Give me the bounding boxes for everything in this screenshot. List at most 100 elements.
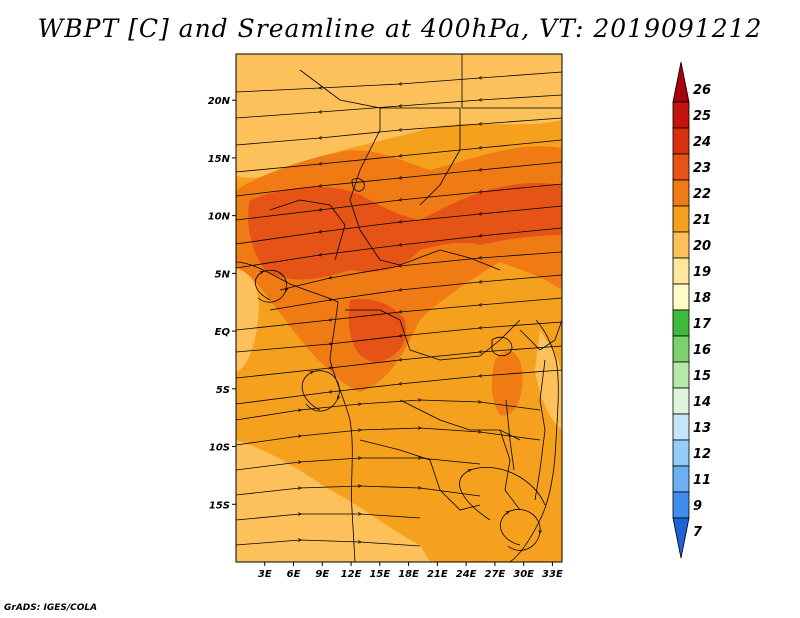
- streamline: [236, 71, 562, 93]
- colorbar-segment: [672, 309, 690, 337]
- colorbar-segment: [672, 465, 690, 493]
- border: [299, 69, 381, 231]
- border: [409, 319, 521, 361]
- streamline: [236, 161, 562, 197]
- streamline-eddy: [499, 509, 540, 551]
- colorbar-label: 14: [693, 395, 711, 410]
- chart-title: WBPT [C] and Sreamline at 400hPa, VT: 20…: [37, 14, 763, 43]
- colorbar-segment: [672, 205, 690, 233]
- colorbar-label: 13: [693, 421, 711, 436]
- colorbar-top-triangle: [672, 61, 690, 103]
- colorbar-label: 9: [693, 499, 702, 514]
- coastline: [509, 319, 559, 562]
- colorbar-label: 24: [693, 135, 711, 150]
- colorbar-label: 15: [693, 369, 711, 384]
- lon-tick-label: 12E: [341, 569, 362, 580]
- border: [380, 107, 461, 206]
- lat-tick-label: 15N: [208, 154, 231, 165]
- lon-tick-label: 27E: [485, 569, 506, 580]
- map-axes: 20N 15N 10N 5N EQ 5S 10S 15S 3E 6E 9E 12E 15E 18E 21E 2…: [208, 96, 563, 580]
- border: [519, 319, 562, 351]
- lat-tick-label: 20N: [208, 96, 231, 107]
- streamline: [236, 486, 481, 497]
- country-borders: [236, 54, 562, 562]
- colorbar-segment: [672, 283, 690, 311]
- border: [345, 309, 411, 351]
- lake-outline: [505, 399, 515, 471]
- lon-tick-label: 33E: [542, 569, 563, 580]
- lon-tick-label: 30E: [513, 569, 534, 580]
- coastline: [236, 261, 356, 562]
- colorbar-segment: [672, 361, 690, 389]
- streamline: [236, 514, 421, 521]
- lon-tick-label: 21E: [427, 569, 448, 580]
- colorbar-label: 16: [693, 343, 711, 358]
- border: [269, 199, 346, 261]
- streamline: [236, 321, 562, 353]
- streamline: [236, 139, 562, 173]
- wbpt-20-southeast: [535, 330, 562, 430]
- wbpt-20-west-coast: [236, 260, 259, 372]
- lon-tick-label: 6E: [287, 569, 301, 580]
- streamline-eddy: [254, 269, 286, 303]
- border: [359, 229, 501, 271]
- streamline: [236, 345, 562, 379]
- map-frame: [235, 53, 563, 563]
- streamline: [236, 183, 562, 221]
- lon-tick-label: 24E: [456, 569, 477, 580]
- colorbar-segment: [672, 439, 690, 467]
- colorbar-segment: [672, 387, 690, 415]
- colorbar-label: 11: [693, 473, 711, 488]
- streamlines: [236, 71, 562, 551]
- colorbar-segment: [672, 335, 690, 363]
- map-panel: [235, 53, 563, 563]
- lon-tick-label: 15E: [369, 569, 390, 580]
- streamline: [236, 369, 562, 405]
- grads-credit: GrADS: IGES/COLA: [4, 603, 98, 613]
- colorbar-label: 23: [693, 161, 711, 176]
- colorbar-label: 26: [693, 83, 711, 98]
- streamline: [236, 205, 562, 245]
- streamline: [269, 274, 562, 311]
- colorbar-label: 20: [693, 239, 711, 254]
- streamline: [236, 297, 562, 331]
- colorbar: 26 25 24 23 22 21 20 19 18 17 16 15 14 13 12 11 9 7: [672, 61, 712, 559]
- colorbar-label: 7: [693, 525, 703, 540]
- streamline: [236, 458, 481, 471]
- lake-outline: [491, 336, 513, 357]
- wbpt-20-southwest: [236, 440, 430, 562]
- lat-tick-label: 5S: [216, 385, 230, 396]
- lat-tick-label: 15S: [209, 500, 230, 511]
- colorbar-label: 19: [693, 265, 711, 280]
- colorbar-segment: [672, 127, 690, 155]
- border: [461, 54, 562, 109]
- streamline: [236, 400, 541, 421]
- colorbar-bottom-triangle: [672, 517, 690, 559]
- lat-tick-label: EQ: [215, 327, 231, 338]
- streamline: [236, 117, 562, 146]
- colorbar-segment: [672, 179, 690, 207]
- colorbar-segment: [672, 231, 690, 259]
- border: [399, 399, 521, 441]
- colorbar-segment: [672, 101, 690, 129]
- colorbar-label: 12: [693, 447, 711, 462]
- colorbar-label: 21: [693, 213, 711, 228]
- streamline: [236, 94, 562, 119]
- lon-tick-label: 9E: [315, 569, 329, 580]
- wbpt-22-lobe-east: [491, 351, 523, 416]
- colorbar-label: 18: [693, 291, 711, 306]
- colorbar-label: 25: [693, 109, 711, 124]
- streamline-eddy: [459, 467, 546, 521]
- lat-tick-label: 10S: [209, 443, 230, 454]
- colorbar-segment: [672, 491, 690, 519]
- streamline: [236, 227, 562, 269]
- lake-outline: [351, 178, 365, 192]
- streamline: [236, 540, 421, 547]
- streamline: [279, 251, 562, 291]
- border: [499, 429, 521, 511]
- border: [359, 439, 481, 511]
- border: [534, 359, 546, 501]
- colorbar-label: 22: [693, 187, 711, 202]
- colorbar-segment: [672, 413, 690, 441]
